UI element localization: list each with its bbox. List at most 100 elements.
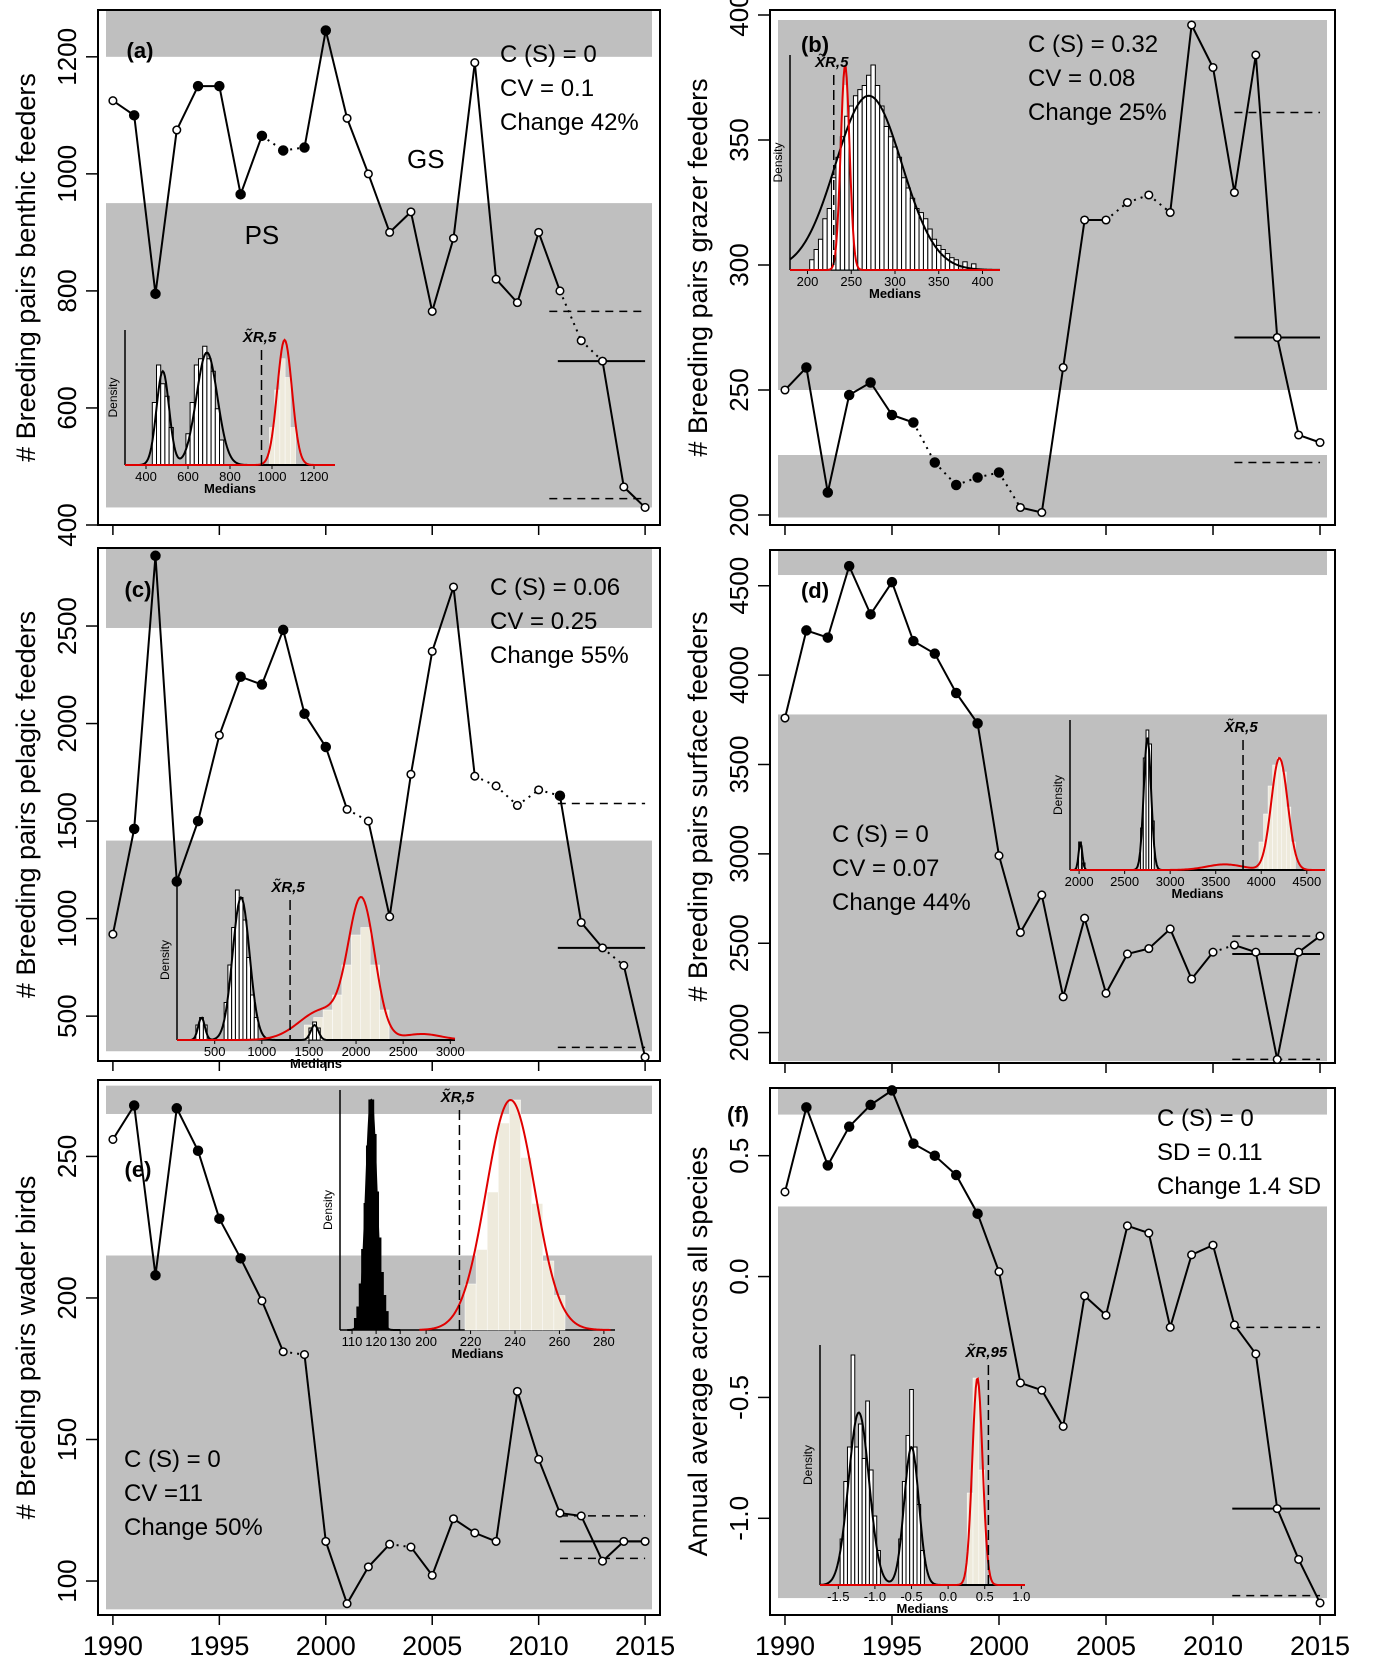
data-point <box>1122 197 1132 208</box>
data-point <box>448 1514 459 1524</box>
data-point <box>150 1270 161 1281</box>
inset-bar-sample <box>901 177 907 271</box>
stat-cv: CV = 0.25 <box>490 608 597 635</box>
data-point <box>886 409 898 421</box>
stat-concordance: C (S) = 0.32 <box>1028 31 1158 58</box>
data-point <box>491 1536 501 1546</box>
data-point <box>1315 1598 1325 1608</box>
data-point <box>1272 332 1282 343</box>
data-point <box>342 1599 352 1609</box>
data-point <box>363 169 373 179</box>
inset-histogram: Density Medians -1.5 -1.0 -0.5 0.0 0.5 1.0 X̃R,9… <box>801 1343 1030 1616</box>
data-point <box>1165 924 1175 934</box>
series-line <box>955 1174 1022 1384</box>
data-point <box>950 1169 962 1181</box>
y-tick-label: 2000 <box>52 695 82 753</box>
series-line <box>1254 1353 1321 1604</box>
data-point <box>1229 187 1239 198</box>
stat-concordance: C (S) = 0 <box>832 821 929 848</box>
y-tick-label: 4500 <box>724 557 754 615</box>
series-line <box>891 581 915 642</box>
inset-bar-sample <box>857 1423 863 1586</box>
inset-x-tick-label: 1500 <box>294 1044 323 1059</box>
data-point <box>843 1121 855 1132</box>
inset-bar-sample <box>861 1458 867 1586</box>
series-gap <box>912 422 936 463</box>
stat-change: Change 50% <box>124 1514 263 1541</box>
region-label: PS <box>245 220 280 250</box>
data-point <box>1144 190 1154 200</box>
data-point <box>908 1138 919 1149</box>
y-tick-label: 500 <box>52 994 82 1037</box>
data-point <box>1187 1250 1197 1260</box>
inset-x-tick-label: 300 <box>884 274 906 289</box>
series-line <box>218 1218 242 1259</box>
stat-cv: CV =11 <box>124 1480 203 1507</box>
plot-frame <box>97 1079 661 1616</box>
inset-x-tick-label: 260 <box>549 1334 571 1349</box>
inset-threshold-label: X̃R,5 <box>440 1088 475 1106</box>
stat-cv: SD = 0.11 <box>1157 1139 1263 1166</box>
inset-y-label: Density <box>321 1190 335 1230</box>
inset-density-sample <box>819 1411 1025 1586</box>
data-point <box>128 1100 140 1111</box>
data-point <box>192 815 204 827</box>
inset-density-reference <box>419 1099 611 1331</box>
data-point <box>619 482 629 492</box>
inset-x-tick-label: -0.5 <box>900 1589 922 1604</box>
y-axis-label: # Breeding pairs benthic feeders <box>11 73 41 462</box>
data-point <box>299 708 310 720</box>
y-tick-label: 3000 <box>724 825 754 883</box>
inset-x-tick-label: 200 <box>797 274 819 289</box>
inset-bar-reference <box>290 427 296 466</box>
y-axis-label: # Breeding pairs grazer feeders <box>683 78 713 456</box>
data-point <box>192 1145 204 1157</box>
series-line <box>1019 892 1086 998</box>
data-point <box>385 1539 395 1549</box>
data-point <box>320 25 332 36</box>
panel-label: (b) <box>801 32 829 57</box>
inset-x-tick-label: 400 <box>135 469 157 484</box>
data-point <box>406 207 416 217</box>
inset-y-label: Density <box>106 377 120 417</box>
series-line <box>409 62 476 312</box>
inset-bar-sample <box>914 208 920 271</box>
data-point <box>1015 927 1025 938</box>
inset-x-tick-label: 2500 <box>389 1044 418 1059</box>
inset-y-label: Density <box>801 1445 815 1485</box>
data-point <box>171 1103 183 1114</box>
data-point <box>993 467 1005 478</box>
inset-histogram: Density Medians 2000 2500 3000 3500 4000 4500 X̃… <box>1051 718 1326 901</box>
series-line <box>303 713 327 748</box>
series-line <box>324 746 349 810</box>
data-point <box>1037 890 1047 900</box>
inset-threshold-label: X̃R,95 <box>965 1343 1008 1361</box>
inset-histogram: Density Medians 200 250 300 350 400 X̃R,5 <box>771 53 1001 301</box>
y-axis-label: # Breeding pairs surface feeders <box>683 611 713 1001</box>
data-point <box>929 1150 941 1161</box>
data-point <box>150 550 161 562</box>
data-point <box>801 362 812 373</box>
x-tick-label: 1995 <box>189 1631 249 1661</box>
x-tick-label: 2005 <box>402 1631 462 1661</box>
data-point <box>1058 992 1068 1002</box>
data-point <box>780 1187 790 1197</box>
inset-x-tick-label: 3500 <box>1201 874 1230 889</box>
inset-x-tick-label: 1000 <box>258 469 287 484</box>
inset-bar-sample <box>909 197 916 271</box>
stat-concordance: C (S) = 0 <box>500 41 597 68</box>
inset-y-label: Density <box>158 940 172 980</box>
inset-bar-reference <box>520 1157 532 1331</box>
data-point <box>1229 1320 1239 1330</box>
series-line <box>998 855 1022 933</box>
inset-bar-sample <box>206 358 212 466</box>
data-point <box>865 609 876 620</box>
inset-x-label: Medians <box>896 1601 948 1616</box>
panel-label: (d) <box>801 578 829 603</box>
inset-bar-sample <box>826 208 833 271</box>
data-point <box>1101 1310 1111 1320</box>
data-point <box>576 336 586 346</box>
stat-concordance: C (S) = 0 <box>1157 1105 1254 1132</box>
y-tick-label: 350 <box>724 118 754 161</box>
stat-change: Change 44% <box>832 889 971 916</box>
